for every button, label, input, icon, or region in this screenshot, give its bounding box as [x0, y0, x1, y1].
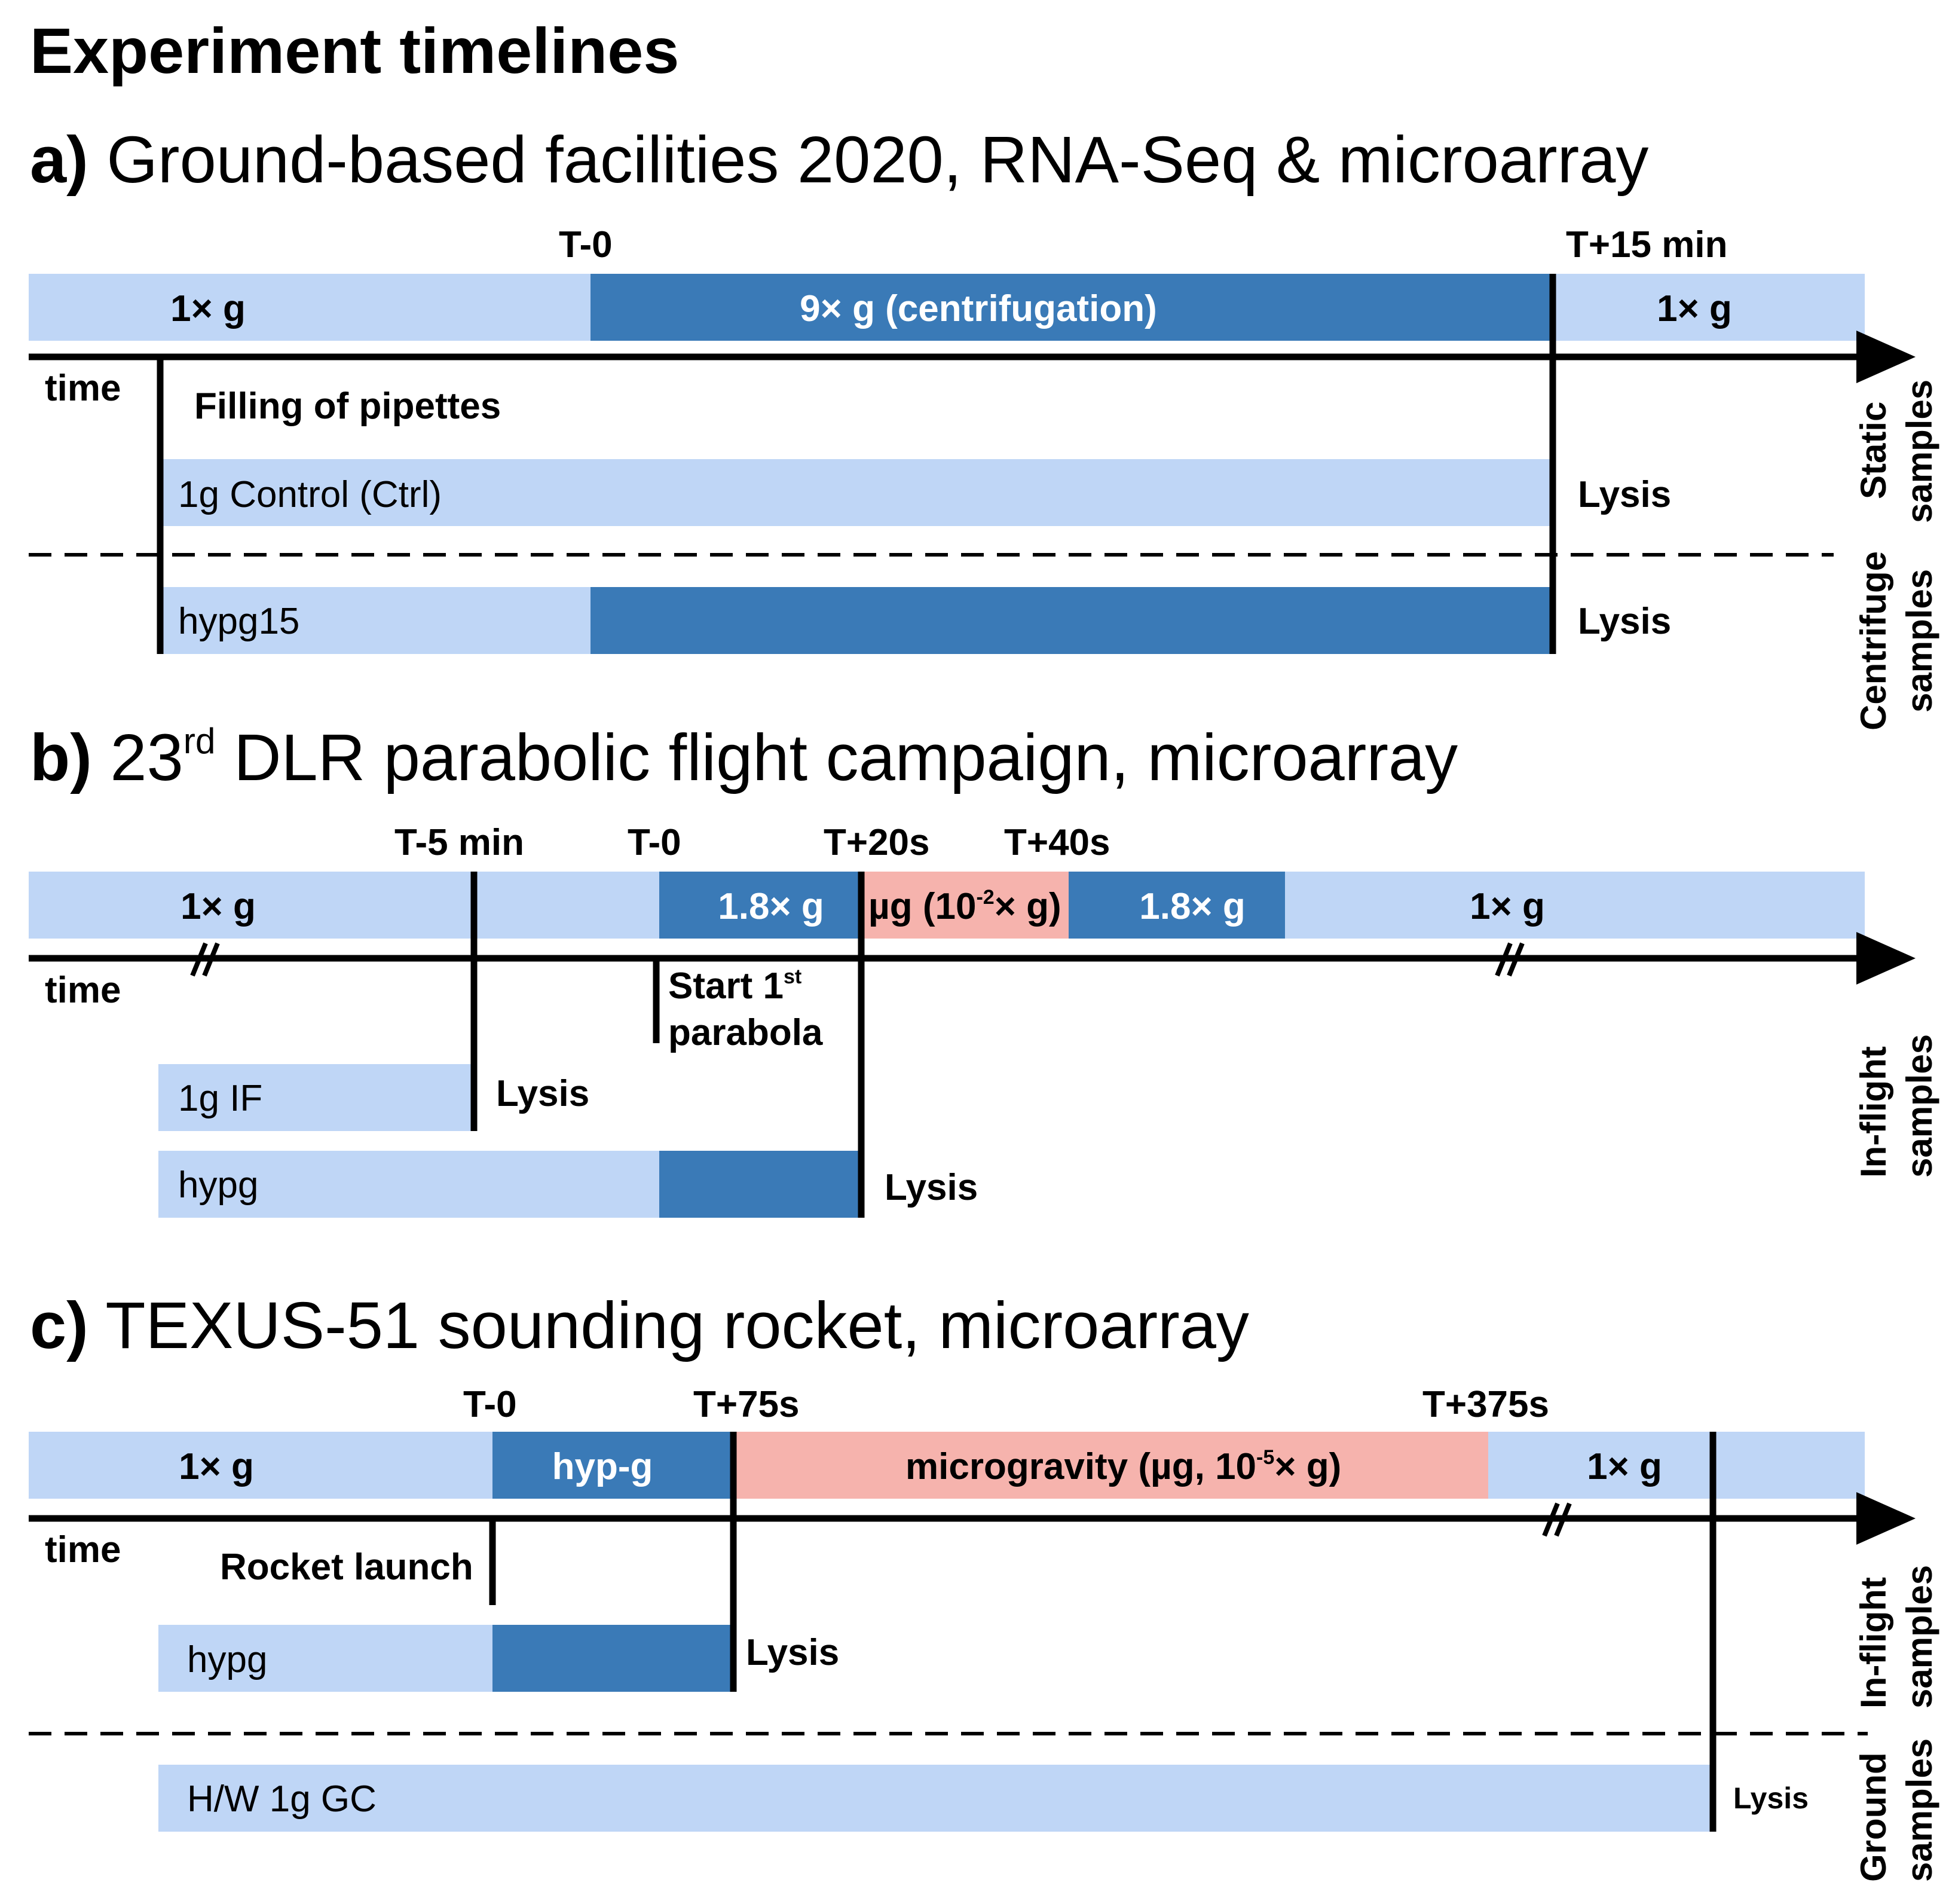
side-centrifuge-line1: Centrifuge	[1853, 551, 1893, 731]
side-static-line1: Static	[1853, 402, 1893, 499]
phase-c-1g-left-label: 1× g	[179, 1446, 254, 1487]
tick-b-t0: T-0	[628, 822, 681, 863]
section-a-letter: a)	[30, 123, 88, 197]
section-c: c) TEXUS-51 sounding rocket, microarray …	[29, 1289, 1939, 1882]
hypg-b-bar-18g	[659, 1151, 862, 1218]
phase-b-1g-right	[1285, 872, 1865, 939]
phase-c-1g-right	[1488, 1432, 1865, 1499]
gc-lysis-label: Lysis	[1733, 1781, 1809, 1815]
ctrl-bar	[158, 459, 1552, 526]
phase-c-ug-label: microgravity (µg, 10-5× g)	[905, 1446, 1341, 1487]
phase-a-1g-left-label: 1× g	[170, 288, 246, 329]
tick-b-t5: T-5 min	[394, 822, 524, 863]
tick-c-t0: T-0	[463, 1384, 517, 1425]
tick-c-t375: T+375s	[1422, 1384, 1549, 1425]
side-ground-line2: samples	[1899, 1738, 1939, 1882]
hypg15-bar-1g	[158, 587, 591, 654]
section-c-letter: c)	[30, 1289, 88, 1362]
section-b-heading: b) 23rd DLR parabolic flight campaign, m…	[30, 720, 1458, 794]
phase-b-18g-a	[659, 872, 862, 939]
phase-c-hypg-label: hyp-g	[552, 1446, 653, 1487]
phase-b-1g-right-label: 1× g	[1470, 886, 1545, 927]
time-label-a: time	[45, 368, 121, 409]
axis-break-b-left	[190, 942, 220, 977]
phase-c-ug	[733, 1432, 1488, 1499]
section-b-sup: rd	[183, 720, 216, 761]
section-b-letter: b)	[30, 721, 92, 794]
phase-a-1g-right	[1553, 274, 1865, 341]
hypg-b-bar-1g	[158, 1151, 659, 1218]
phase-b-18g-b	[1069, 872, 1285, 939]
gc-bar	[158, 1765, 1711, 1832]
ctrl-label: 1g Control (Ctrl)	[178, 474, 442, 515]
hypg-c-label: hypg	[187, 1639, 267, 1680]
section-a-heading: a) Ground-based facilities 2020, RNA-Seq…	[30, 123, 1648, 197]
side-static-line2: samples	[1899, 380, 1939, 523]
hypg-c-lysis-label: Lysis	[746, 1632, 839, 1673]
ctrl-lysis-label: Lysis	[1578, 474, 1671, 515]
phase-b-18g-b-label: 1.8× g	[1139, 886, 1246, 927]
phase-b-1g-left-label: 1× g	[180, 886, 256, 927]
section-b: b) 23rd DLR parabolic flight campaign, m…	[29, 720, 1939, 1218]
tick-c-t75: T+75s	[693, 1384, 800, 1425]
phase-a-1g-right-label: 1× g	[1657, 288, 1732, 329]
phase-b-1g-left	[29, 872, 659, 939]
time-label-b: time	[45, 970, 121, 1011]
section-c-title: TEXUS-51 sounding rocket, microarray	[105, 1289, 1249, 1362]
if-lysis-label: Lysis	[496, 1073, 589, 1114]
side-inflight-b-line1: In-flight	[1853, 1046, 1893, 1178]
side-centrifuge-line2: samples	[1899, 569, 1939, 713]
section-b-title: DLR parabolic flight campaign, microarra…	[216, 721, 1458, 794]
phase-c-hypg	[492, 1432, 733, 1499]
time-label-c: time	[45, 1529, 121, 1570]
phase-c-1g-left	[29, 1432, 492, 1499]
phase-a-9g	[591, 274, 1553, 341]
figure-title: Experiment timelines	[30, 14, 679, 87]
phase-a-1g-left	[29, 274, 591, 341]
tick-a-t0: T-0	[559, 224, 613, 265]
hypg15-label: hypg15	[178, 601, 299, 642]
hypg15-lysis-label: Lysis	[1578, 601, 1671, 642]
section-a-title: Ground-based facilities 2020, RNA-Seq & …	[106, 123, 1648, 197]
side-inflight-c-line1: In-flight	[1853, 1577, 1893, 1709]
phase-c-1g-right-label: 1× g	[1587, 1446, 1662, 1487]
filling-pipettes-label: Filling of pipettes	[194, 386, 501, 427]
section-b-num: 23	[110, 721, 183, 794]
start-parabola-line2: parabola	[668, 1012, 823, 1053]
tick-a-t15: T+15 min	[1566, 224, 1728, 265]
phase-a-9g-label: 9× g (centrifugation)	[800, 288, 1157, 329]
hypg-b-lysis-label: Lysis	[885, 1167, 978, 1208]
phase-b-ug	[862, 872, 1069, 939]
hypg15-bar-9g	[591, 587, 1553, 654]
tick-b-t20: T+20s	[824, 822, 930, 863]
hypg-b-label: hypg	[178, 1165, 258, 1206]
tick-b-t40: T+40s	[1004, 822, 1110, 863]
axis-break-c	[1542, 1502, 1572, 1537]
side-inflight-b-line2: samples	[1899, 1034, 1939, 1178]
if-label: 1g IF	[178, 1078, 262, 1119]
side-inflight-c-line2: samples	[1899, 1565, 1939, 1709]
start-parabola-line1: Start 1st	[668, 965, 801, 1007]
hypg-c-bar-1g	[158, 1625, 492, 1692]
hypg-c-bar-hypg	[492, 1625, 733, 1692]
side-ground-line1: Ground	[1853, 1752, 1893, 1882]
section-c-heading: c) TEXUS-51 sounding rocket, microarray	[30, 1289, 1249, 1362]
section-a: a) Ground-based facilities 2020, RNA-Seq…	[29, 123, 1939, 731]
gc-label: H/W 1g GC	[187, 1778, 377, 1820]
rocket-launch-label: Rocket launch	[220, 1547, 473, 1588]
if-bar	[158, 1064, 474, 1131]
phase-b-ug-label: µg (10-2× g)	[868, 886, 1061, 927]
phase-b-18g-a-label: 1.8× g	[718, 886, 824, 927]
axis-break-b-right	[1495, 942, 1525, 977]
